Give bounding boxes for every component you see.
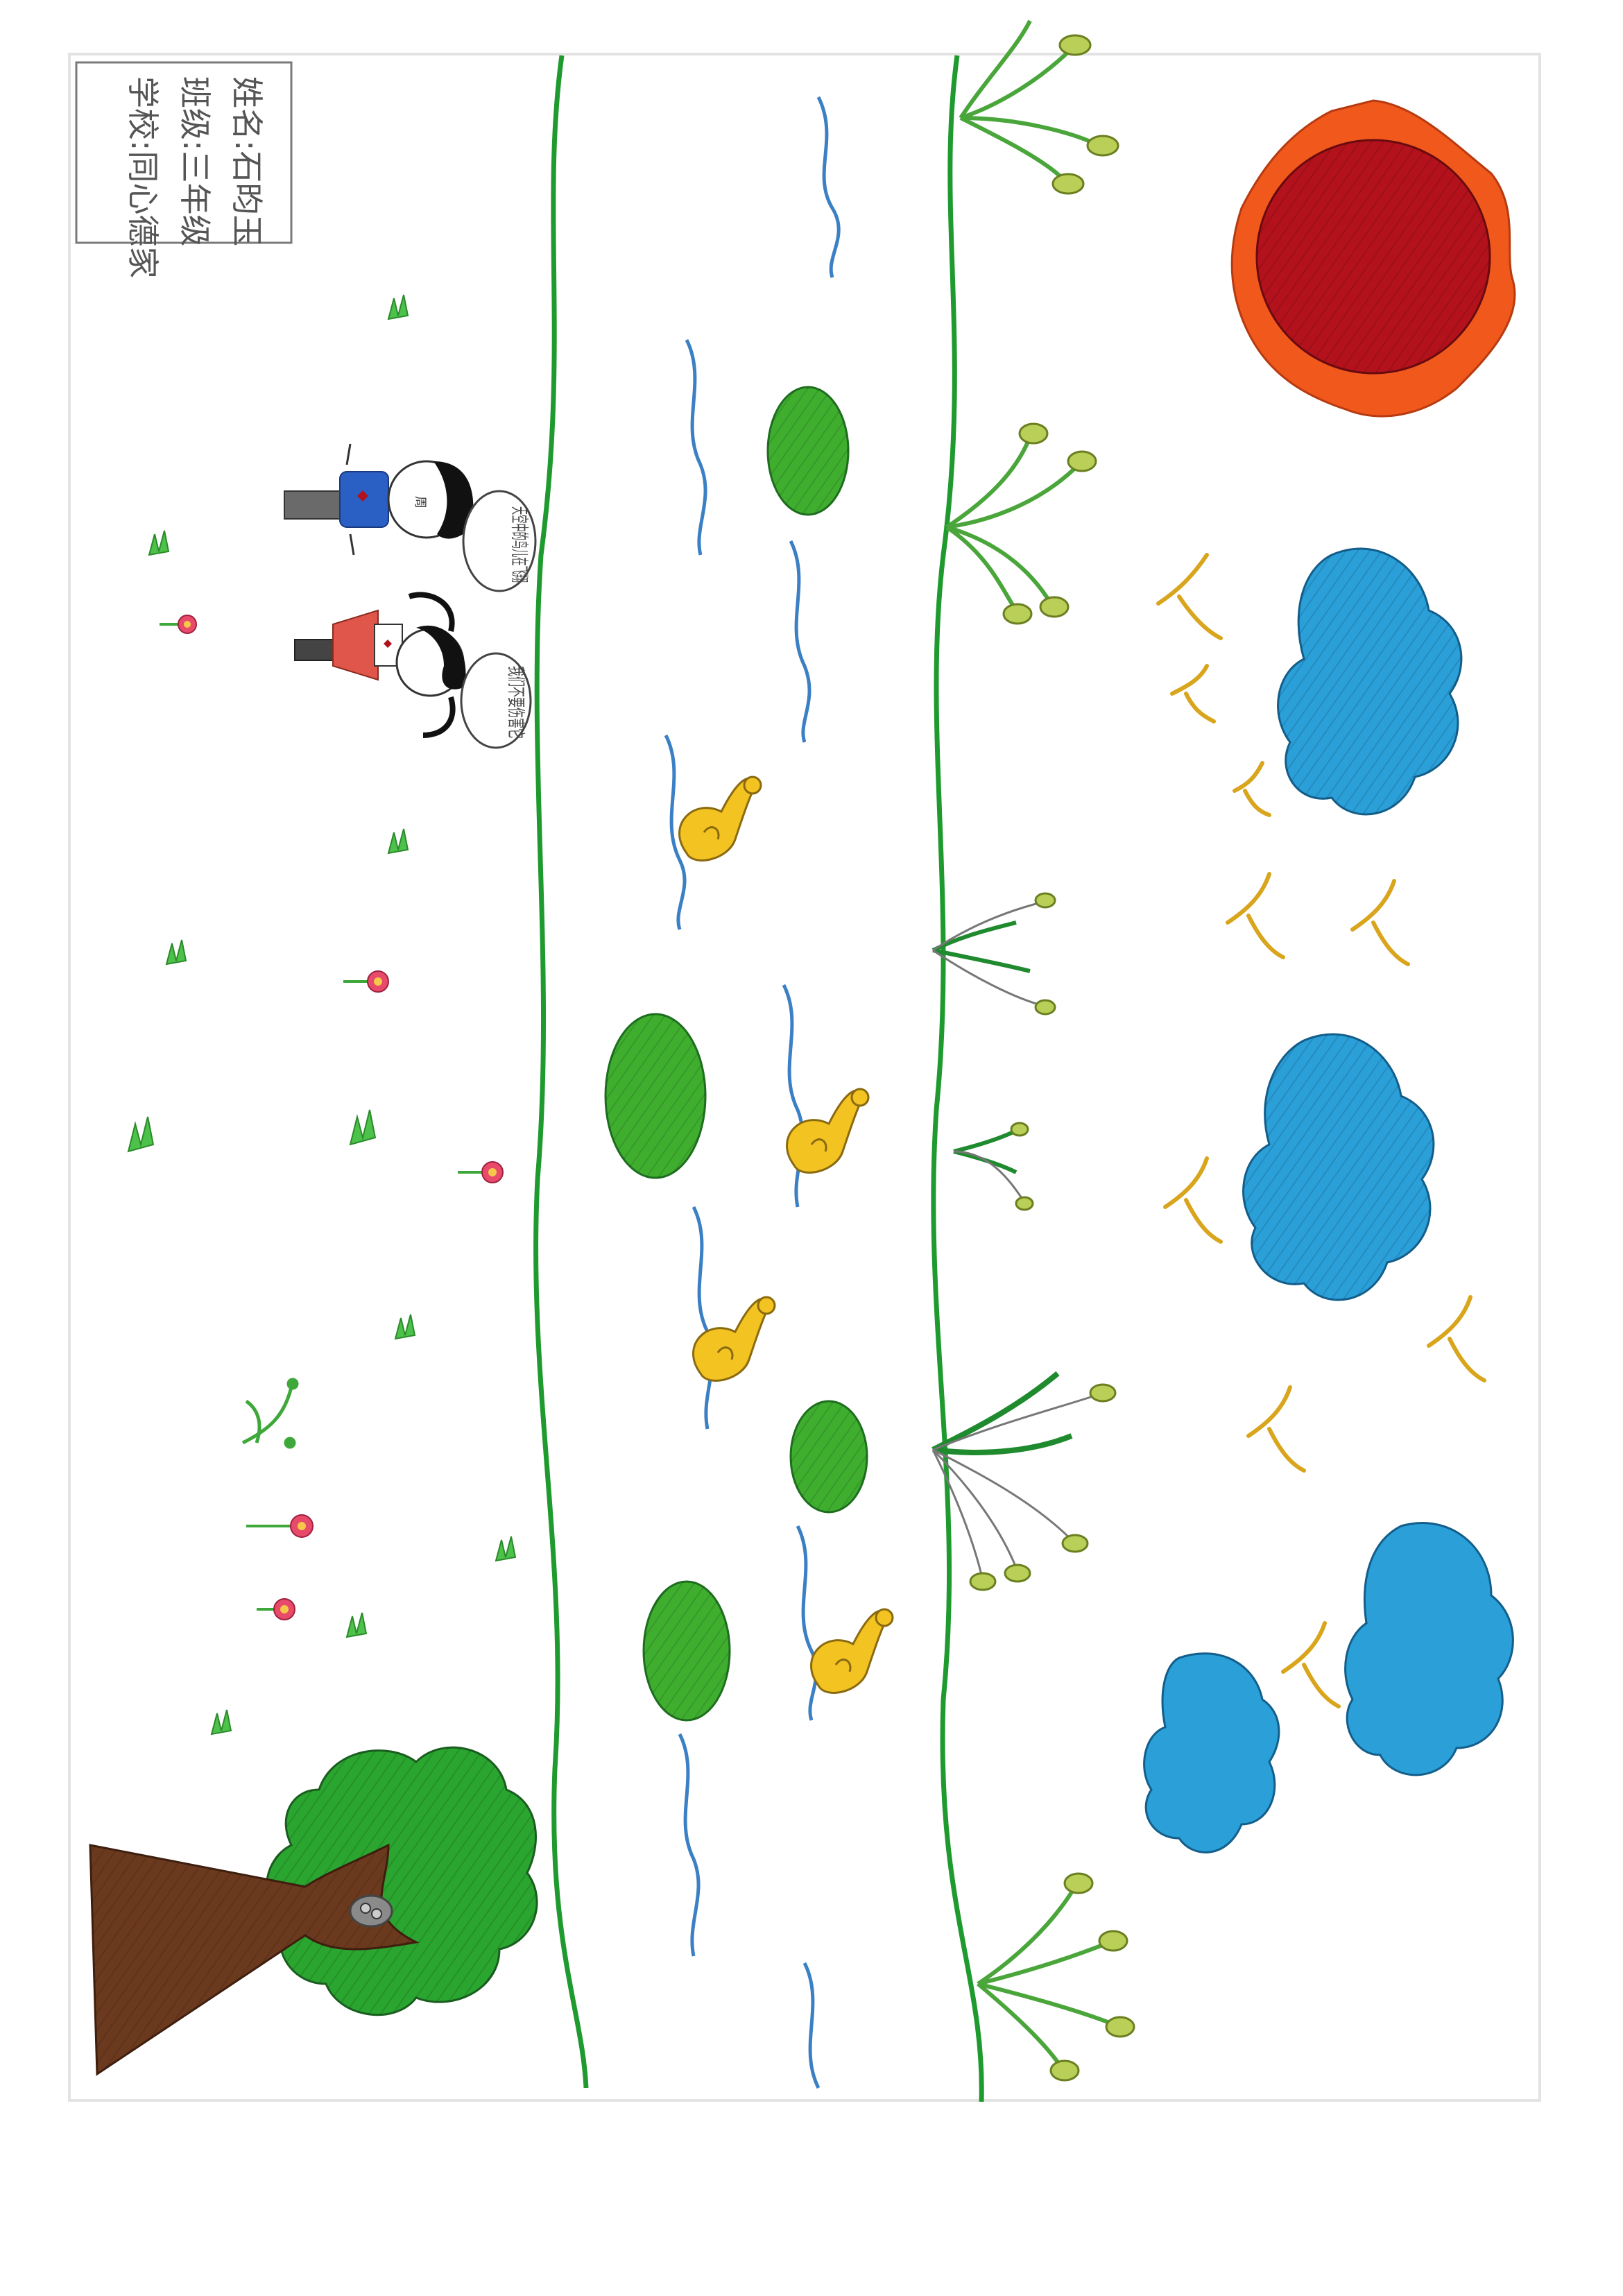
boy-speech-bubble: 天空中的鸟儿在飞翔 [463,491,535,591]
bird [1228,874,1283,957]
ducks [680,777,893,1693]
grass-tuft [388,295,408,319]
bird [1158,555,1221,638]
sun [1232,101,1515,416]
flower [246,1515,313,1537]
boy-figure: 周 [284,444,474,555]
tree [90,1747,537,2074]
grass-tuft [149,531,169,555]
sprout [243,1380,297,1447]
wave [798,1526,816,1720]
cloud [1346,1523,1513,1775]
duck [812,1609,893,1693]
river-bank-left [536,55,586,2088]
wave [784,985,802,1207]
bird [1235,763,1269,815]
girl-speech: 我们不要伤害它 [505,666,526,739]
bird [1172,666,1214,721]
wave [805,1963,818,2088]
school-label: 学校:同心德家 [124,76,162,279]
wave [791,541,809,742]
clouds [1144,549,1513,1852]
wave [818,97,839,277]
bird [1165,1158,1221,1242]
grass-tuft [347,1613,366,1637]
grass-tuft [166,940,186,964]
grass-tuft [388,829,408,853]
bird [1352,881,1408,964]
girl-speech-bubble: 我们不要伤害它 [461,653,531,748]
reed-clump [954,1123,1033,1210]
boy-face-text: 周 [413,496,427,508]
name-label-box: 姓名:石昀玉 班级:三年级 学校:同心德家 [76,62,291,279]
flower [160,615,196,633]
class-label: 班级:三年级 [176,76,214,247]
wave [687,340,705,555]
flower [257,1599,295,1620]
reed-clump [933,1373,1115,1590]
cloud [1144,1654,1279,1853]
grass-tuft [128,1117,153,1151]
wave [694,1207,712,1429]
reed-clump [933,893,1055,1014]
grass-tuft [350,1110,375,1145]
flowers [160,615,503,1620]
flower [343,971,388,992]
lily-pads [606,387,867,1720]
bird [1283,1623,1339,1706]
grass-tuft [496,1536,515,1561]
river-bank-right [934,55,981,2102]
grass-tuft [395,1314,415,1339]
bird [1429,1297,1484,1380]
reeds [933,21,1134,2080]
reed-clump [978,1874,1134,2080]
bird-nest [350,1896,392,1926]
reed-clump [947,424,1096,624]
bird [1248,1387,1304,1471]
girl-figure [295,594,466,735]
reed-clump [961,21,1118,194]
duck [694,1297,775,1380]
wave [680,1734,698,1956]
grass-tuft [212,1710,231,1734]
boy-speech: 天空中的鸟儿在飞翔 [508,506,529,583]
flower [458,1162,503,1183]
duck [680,777,761,860]
name-label: 姓名:石昀玉 [228,76,266,247]
duck [787,1089,868,1172]
